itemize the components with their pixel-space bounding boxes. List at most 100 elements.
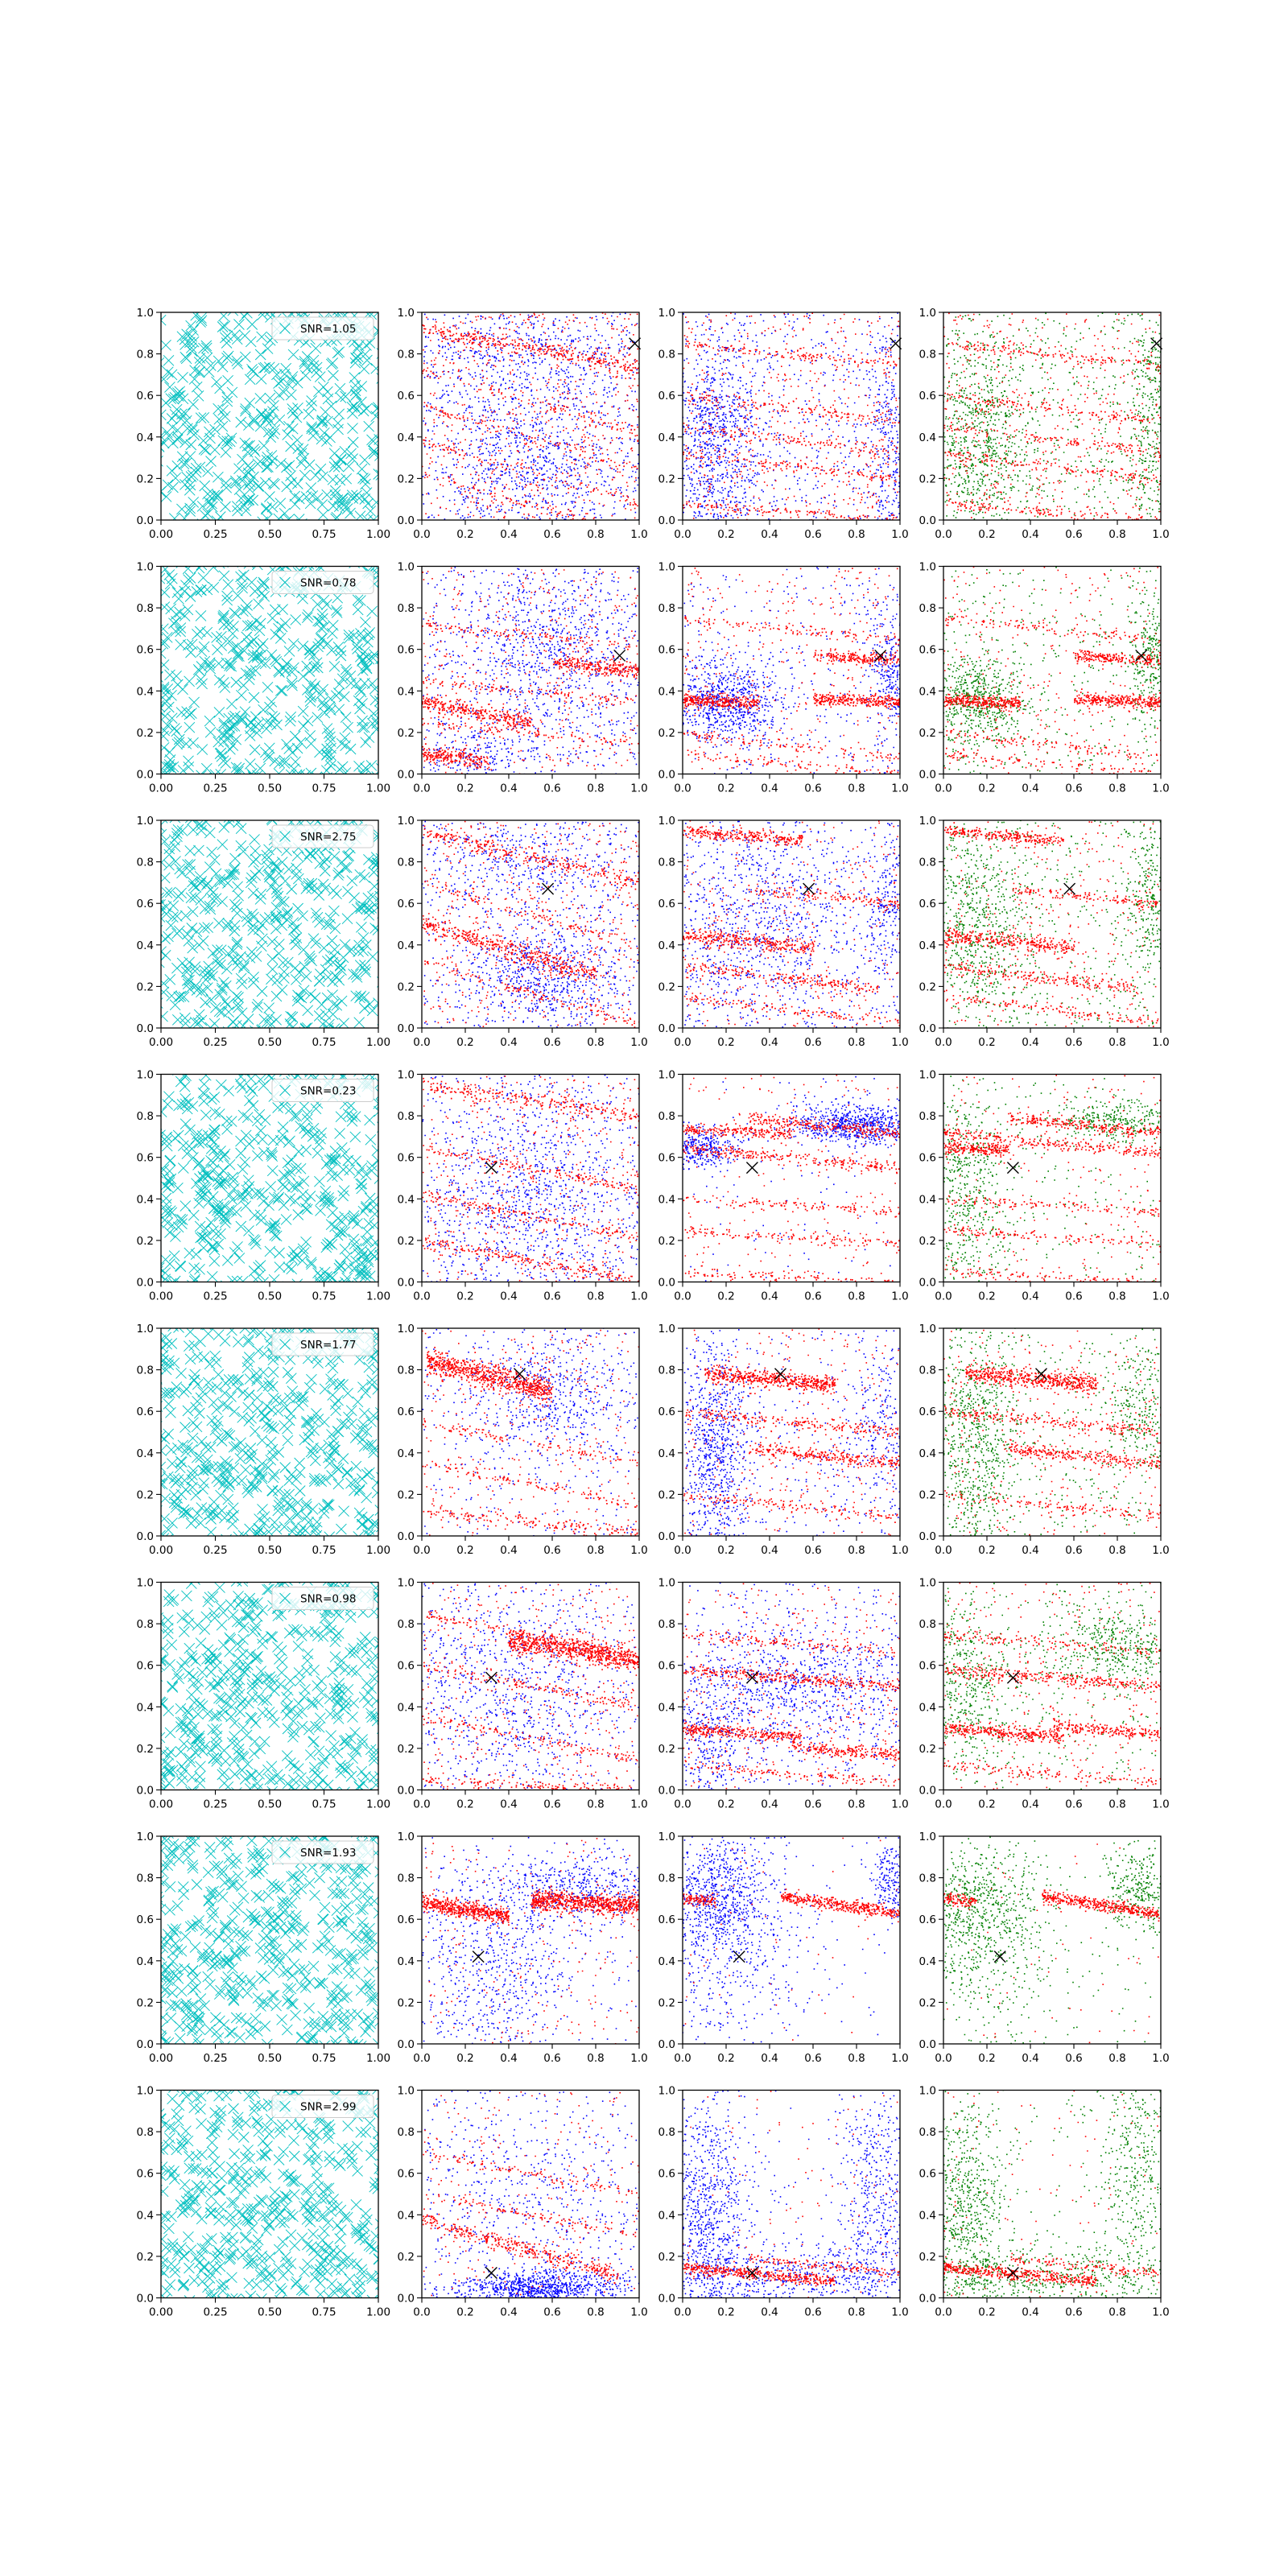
x-tick-label: 0.2 [978,2306,995,2319]
x-tick-label: 0.25 [203,2306,227,2319]
legend-label: SNR=0.98 [300,1593,356,1606]
x-tick-label: 0.6 [543,2306,560,2319]
y-tick-label: 0.0 [398,1022,415,1035]
y-tick-label: 0.6 [137,1406,154,1418]
legend: SNR=2.99 [272,2095,374,2118]
y-tick-label: 0.4 [398,431,415,444]
x-tick-label: 0.6 [543,1036,560,1049]
x-tick-label: 0.2 [717,1798,734,1811]
x-tick-label: 0.4 [1022,2052,1038,2065]
x-tick-label: 0.25 [203,528,227,541]
y-tick-label: 0.6 [658,1406,675,1418]
x-tick-label: 1.0 [630,528,647,541]
y-tick-label: 0.2 [398,980,415,993]
x-tick-label: 0.8 [1108,2306,1125,2319]
x-tick-label: 0.6 [804,1290,821,1303]
y-tick-label: 0.6 [658,644,675,657]
y-tick-label: 1.0 [137,561,154,574]
y-tick-label: 0.6 [658,390,675,402]
x-tick-label: 0.4 [500,1544,517,1557]
x-tick-label: 1.00 [366,1544,390,1557]
x-tick-label: 1.0 [630,2306,647,2319]
y-tick-label: 0.6 [919,1913,936,1926]
x-tick-label: 0.0 [674,2052,691,2065]
y-tick-label: 1.0 [658,815,675,828]
y-tick-label: 0.8 [658,602,675,615]
x-tick-label: 0.6 [1065,2052,1082,2065]
x-tick-label: 0.2 [717,782,734,795]
x-tick-label: 0.0 [935,782,952,795]
y-tick-label: 0.4 [137,2209,154,2222]
x-tick-label: 0.4 [1022,1290,1038,1303]
x-tick-label: 0.4 [761,1036,778,1049]
y-tick-label: 0.4 [919,1193,936,1206]
y-tick-label: 0.2 [658,1488,675,1501]
y-tick-label: 0.8 [919,1364,936,1377]
y-tick-label: 0.2 [398,473,415,485]
y-tick-label: 0.6 [137,1152,154,1165]
x-tick-label: 1.00 [366,528,390,541]
y-tick-label: 0.0 [658,514,675,527]
y-tick-label: 0.4 [398,1955,415,1968]
x-tick-label: 1.0 [1152,2306,1169,2319]
y-tick-label: 0.2 [137,1996,154,2009]
y-tick-label: 0.8 [398,349,415,361]
x-tick-label: 0.2 [717,2052,734,2065]
x-tick-label: 0.50 [258,1290,282,1303]
y-tick-label: 1.0 [398,815,415,828]
x-tick-label: 0.6 [543,1544,560,1557]
legend-label: SNR=1.93 [300,1847,356,1860]
y-tick-label: 0.6 [137,644,154,657]
x-tick-label: 0.6 [543,1290,560,1303]
y-tick-label: 0.0 [137,2038,154,2051]
y-tick-label: 0.2 [398,1488,415,1501]
x-tick-label: 0.2 [456,1544,473,1557]
legend: SNR=0.78 [272,572,374,594]
x-tick-label: 0.0 [674,1290,691,1303]
x-tick-label: 0.00 [149,2306,173,2319]
legend-label: SNR=0.78 [300,577,356,590]
x-tick-label: 0.4 [500,1290,517,1303]
x-tick-label: 0.2 [717,528,734,541]
x-tick-label: 0.0 [674,1544,691,1557]
y-tick-label: 0.2 [658,473,675,485]
x-tick-label: 1.0 [630,1036,647,1049]
y-tick-label: 0.6 [398,1152,415,1165]
x-tick-label: 0.0 [413,1290,430,1303]
y-tick-label: 0.0 [137,1022,154,1035]
x-tick-label: 0.8 [587,2306,604,2319]
x-tick-label: 0.25 [203,1036,227,1049]
y-tick-label: 0.2 [137,727,154,740]
x-tick-label: 0.6 [1065,1290,1082,1303]
x-tick-label: 0.4 [500,528,517,541]
y-tick-label: 0.4 [658,1193,675,1206]
x-tick-label: 0.8 [1108,1798,1125,1811]
x-tick-label: 0.2 [456,1036,473,1049]
y-tick-label: 0.4 [658,1955,675,1968]
x-tick-label: 1.0 [891,1036,908,1049]
x-tick-label: 0.50 [258,1544,282,1557]
y-tick-label: 0.4 [658,1701,675,1714]
x-tick-label: 1.00 [366,1798,390,1811]
x-tick-label: 0.8 [587,1798,604,1811]
y-tick-label: 0.6 [919,1660,936,1673]
y-tick-label: 0.0 [658,1277,675,1290]
x-tick-label: 0.4 [500,1036,517,1049]
y-tick-label: 0.2 [658,980,675,993]
x-tick-label: 1.0 [1152,782,1169,795]
x-tick-label: 0.50 [258,1036,282,1049]
y-tick-label: 0.6 [919,390,936,402]
x-tick-label: 0.4 [500,2306,517,2319]
y-tick-label: 0.6 [919,898,936,910]
x-tick-label: 0.2 [978,1290,995,1303]
x-tick-label: 0.00 [149,782,173,795]
x-tick-label: 0.8 [587,2052,604,2065]
x-tick-label: 0.8 [587,782,604,795]
x-tick-label: 0.4 [761,528,778,541]
y-tick-label: 0.2 [919,1488,936,1501]
y-tick-label: 1.0 [137,815,154,828]
x-tick-label: 0.4 [761,2052,778,2065]
y-tick-label: 0.4 [137,939,154,952]
x-tick-label: 0.2 [456,782,473,795]
y-tick-label: 0.0 [919,1277,936,1290]
